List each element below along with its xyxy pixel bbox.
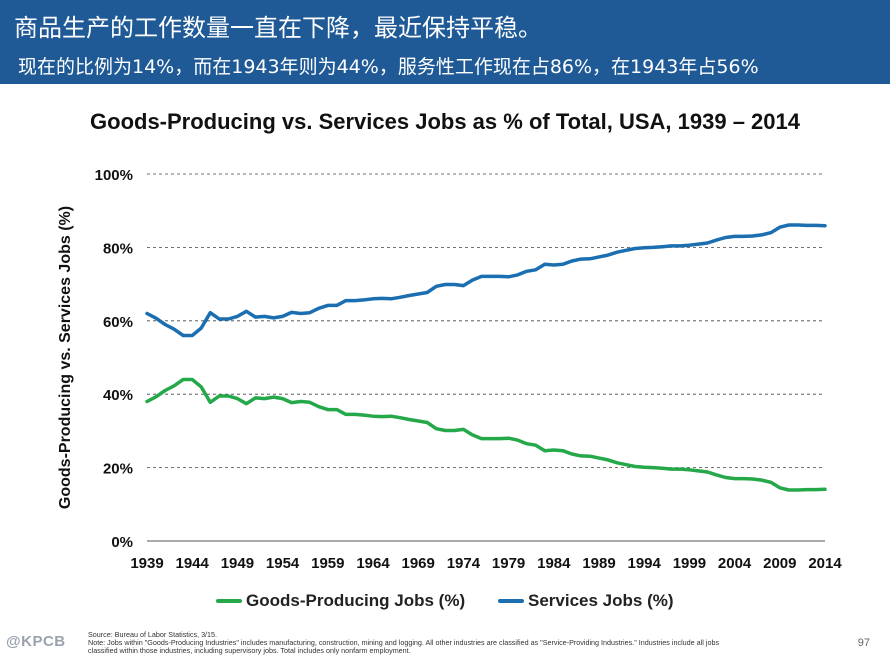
x-tick-label: 1964 — [356, 555, 390, 572]
x-tick-label: 1944 — [176, 555, 210, 572]
series-line-goods-producing — [145, 377, 827, 492]
y-tick-label: 100% — [95, 167, 133, 184]
x-tick-label: 1954 — [266, 555, 300, 572]
y-tick-label: 60% — [103, 314, 133, 331]
legend-label-services: Services Jobs (%) — [528, 591, 674, 610]
y-tick-label: 0% — [111, 534, 133, 551]
y-tick-label: 80% — [103, 240, 133, 257]
x-tick-label: 1969 — [402, 555, 435, 572]
footnote: Source: Bureau of Labor Statistics, 3/15… — [88, 630, 833, 656]
x-tick-label: 1994 — [628, 555, 662, 572]
legend-label-goods: Goods-Producing Jobs (%) — [246, 591, 466, 610]
subheadline: 现在的比例为14%，而在1943年则为44%，服务性工作现在占86%，在1943… — [18, 56, 759, 78]
x-tick-label: 1999 — [673, 555, 706, 572]
x-tick-label: 1984 — [537, 555, 571, 572]
x-tick-label: 1939 — [130, 555, 163, 572]
slide-header: 商品生产的工作数量一直在下降，最近保持平稳。 现在的比例为14%，而在1943年… — [0, 0, 890, 84]
kpcb-logo: @KPCB — [6, 633, 66, 650]
legend-swatch-goods — [216, 599, 242, 603]
source-text: Source: Bureau of Labor Statistics, 3/15… — [88, 630, 218, 639]
legend-item-goods: Goods-Producing Jobs (%) — [216, 591, 465, 611]
headline: 商品生产的工作数量一直在下降，最近保持平稳。 — [14, 14, 542, 42]
x-tick-label: 2014 — [808, 555, 842, 572]
x-tick-label: 1989 — [582, 555, 615, 572]
page-number: 97 — [857, 637, 870, 649]
chart-title: Goods-Producing vs. Services Jobs as % o… — [90, 109, 800, 134]
x-tick-label: 2009 — [763, 555, 796, 572]
y-tick-label: 20% — [103, 461, 133, 478]
series-line-services — [145, 223, 827, 338]
note-text-2: classified within those industries, incl… — [88, 646, 411, 656]
legend-swatch-services — [498, 599, 524, 603]
x-tick-label: 1979 — [492, 555, 525, 572]
x-tick-label: 1974 — [447, 555, 481, 572]
x-tick-label: 1959 — [311, 555, 344, 572]
legend-item-services: Services Jobs (%) — [498, 591, 674, 611]
chart-legend: Goods-Producing Jobs (%) Services Jobs (… — [0, 591, 890, 615]
note-text-1: Note: Jobs within "Goods-Producing Indus… — [88, 638, 720, 648]
y-axis-label: Goods-Producing vs. Services Jobs (%) — [57, 206, 74, 509]
x-tick-label: 1949 — [221, 555, 254, 572]
x-tick-label: 2004 — [718, 555, 752, 572]
y-tick-label: 40% — [103, 387, 133, 404]
